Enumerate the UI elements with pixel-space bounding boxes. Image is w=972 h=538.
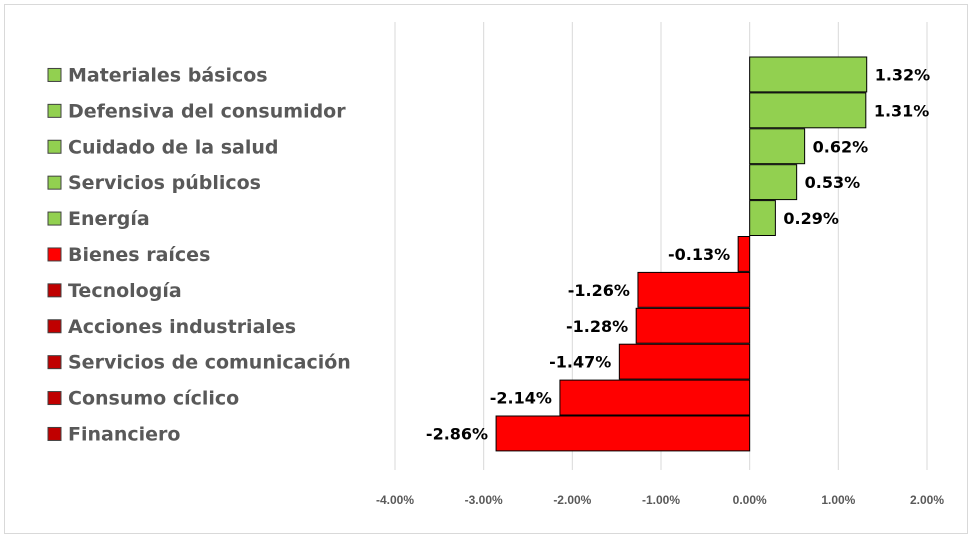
- bar: [737, 236, 751, 272]
- data-label: 1.31%: [874, 101, 930, 120]
- legend-swatch: [47, 355, 62, 370]
- bar: [618, 343, 751, 380]
- x-axis-ticks: -4.00% -3.00% -2.00% -1.00% 0.00% 1.00% 2.00%: [376, 493, 944, 507]
- data-label: -1.26%: [568, 281, 630, 300]
- legend: Materiales básicos Defensiva del consumid…: [47, 64, 351, 445]
- bar: [749, 92, 867, 129]
- legend-label: Energía: [68, 208, 150, 230]
- legend-swatch: [47, 426, 62, 441]
- x-tick-label: -3.00%: [465, 493, 503, 507]
- legend-label: Bienes raíces: [68, 244, 210, 266]
- x-tick-label: 2.00%: [910, 493, 944, 507]
- data-label: 1.32%: [875, 65, 931, 84]
- legend-swatch: [47, 319, 62, 334]
- legend-label: Financiero: [68, 423, 180, 445]
- bar: [495, 415, 751, 452]
- data-label: -2.86%: [426, 424, 488, 443]
- bar: [749, 56, 868, 93]
- bar: [749, 164, 798, 201]
- legend-label: Servicios públicos: [68, 172, 261, 194]
- data-label: -2.14%: [490, 389, 552, 408]
- data-label: 0.29%: [783, 209, 839, 228]
- x-tick-label: -2.00%: [553, 493, 591, 507]
- data-label: -0.13%: [668, 245, 730, 264]
- legend-label: Servicios de comunicación: [68, 352, 351, 374]
- x-tick-label: -1.00%: [642, 493, 680, 507]
- bars: [495, 56, 868, 452]
- legend-swatch: [47, 247, 62, 262]
- legend-label: Cuidado de la salud: [68, 136, 279, 158]
- legend-swatch: [47, 211, 62, 226]
- bar: [635, 307, 751, 344]
- data-label: -1.47%: [549, 353, 611, 372]
- bar: [749, 128, 806, 165]
- data-label: -1.28%: [566, 317, 628, 336]
- data-labels: 1.32% 1.31% 0.62% 0.53% 0.29% -0.13% -1.26% -1.…: [426, 65, 930, 443]
- legend-label: Tecnología: [68, 280, 182, 302]
- legend-swatch: [47, 103, 62, 118]
- bar: [749, 200, 776, 237]
- legend-label: Materiales básicos: [68, 64, 268, 86]
- legend-swatch: [47, 283, 62, 298]
- legend-label: Consumo cíclico: [68, 388, 239, 410]
- bar: [637, 271, 751, 308]
- data-label: 0.53%: [805, 173, 861, 192]
- legend-swatch: [47, 391, 62, 406]
- legend-label: Defensiva del consumidor: [68, 100, 346, 122]
- x-tick-label: -4.00%: [376, 493, 414, 507]
- legend-label: Acciones industriales: [68, 316, 296, 338]
- bar: [559, 379, 751, 416]
- legend-swatch: [47, 175, 62, 190]
- legend-swatch: [47, 67, 62, 82]
- legend-swatch: [47, 139, 62, 154]
- x-tick-label: 0.00%: [733, 493, 767, 507]
- x-tick-label: 1.00%: [821, 493, 855, 507]
- data-label: 0.62%: [813, 137, 869, 156]
